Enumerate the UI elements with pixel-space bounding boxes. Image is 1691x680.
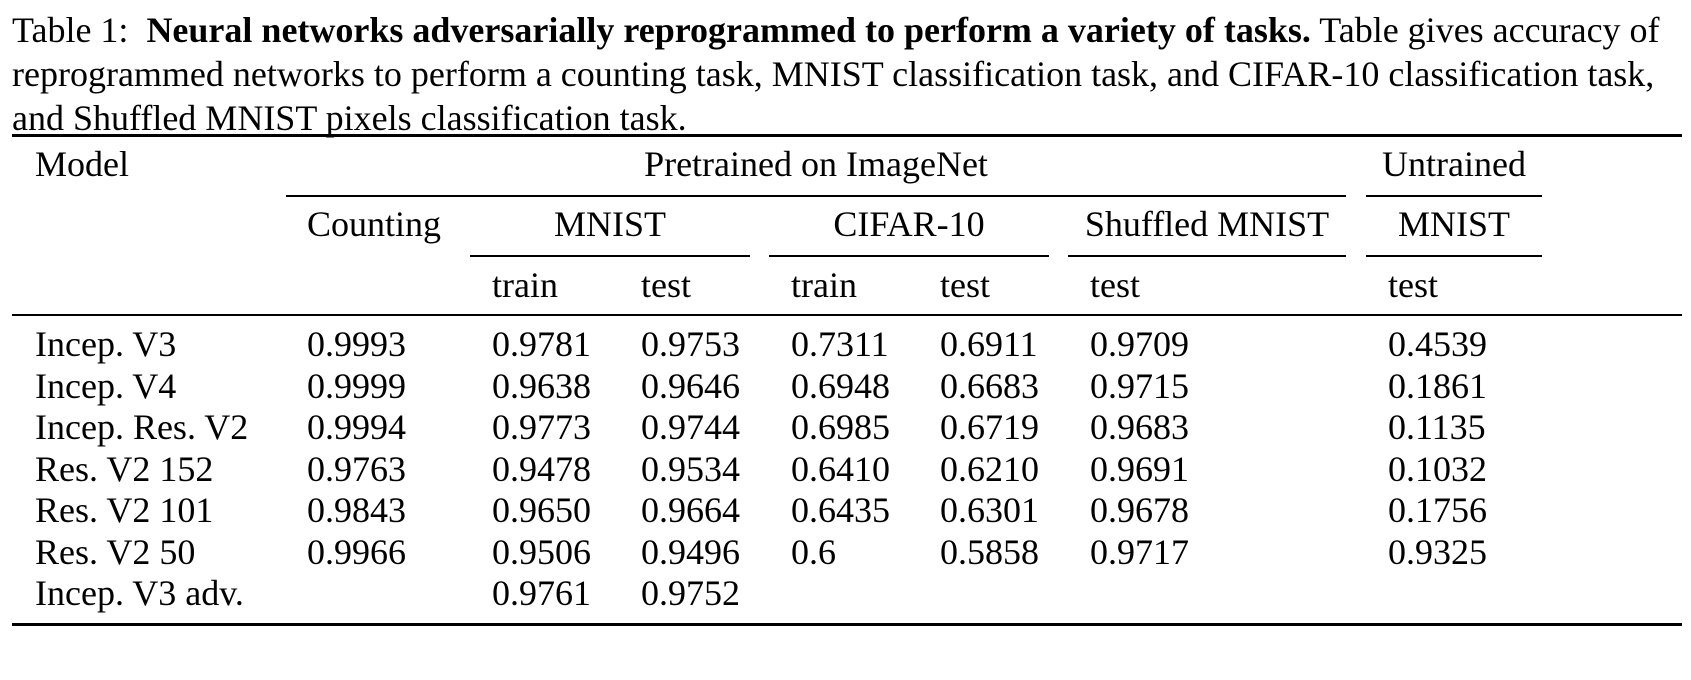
cell-cifar-test: 0.6911 <box>940 324 1038 364</box>
header-counting: Counting <box>307 204 442 244</box>
cell-untrained-test: 0.1756 <box>1388 490 1487 530</box>
cell-model: Incep. V3 <box>35 324 177 364</box>
cell-mnist-train: 0.9650 <box>492 490 591 530</box>
header-shuffled-test: test <box>1090 265 1140 305</box>
cell-mnist-test: 0.9646 <box>641 365 740 406</box>
cell-cifar-train: 0.6 <box>791 531 836 572</box>
cell-cifar-train: 0.6948 <box>791 365 890 406</box>
header-mnist: MNIST <box>553 204 666 244</box>
header-mnist-test: test <box>641 265 691 305</box>
header-cifar-train: train <box>791 265 857 305</box>
cell-mnist-train: 0.9638 <box>492 365 591 406</box>
header-untrained-mnist: MNIST <box>1397 204 1510 244</box>
cell-model: Res. V2 152 <box>35 448 214 489</box>
cell-model: Incep. V3 adv. <box>35 573 244 613</box>
cell-cifar-train: 0.6435 <box>791 490 890 530</box>
cell-shuffled-test: 0.9691 <box>1090 448 1189 489</box>
cell-untrained-test: 0.1861 <box>1388 365 1487 406</box>
cell-mnist-train: 0.9773 <box>492 407 591 447</box>
cifar-rule <box>769 255 1049 257</box>
cell-shuffled-test: 0.9683 <box>1090 407 1189 447</box>
mnist-rule <box>470 255 750 257</box>
header-cifar: CIFAR-10 <box>833 204 985 244</box>
cell-untrained-test: 0.1032 <box>1388 448 1487 489</box>
shuffled-rule <box>1068 255 1346 257</box>
header-untrained-test: test <box>1388 265 1438 305</box>
cell-cifar-train: 0.7311 <box>791 324 889 364</box>
cell-cifar-train: 0.6410 <box>791 448 890 489</box>
cell-model: Incep. V4 <box>35 365 177 406</box>
cell-mnist-train: 0.9761 <box>492 573 591 613</box>
cell-cifar-train: 0.6985 <box>791 407 890 447</box>
caption-label: Table 1: <box>12 10 129 50</box>
untrained-mnist-rule <box>1366 255 1542 257</box>
cell-counting: 0.9994 <box>307 407 406 447</box>
cell-mnist-test: 0.9752 <box>641 573 740 613</box>
cell-mnist-train: 0.9506 <box>492 531 591 572</box>
table-caption: Table 1: Neural networks adversarially r… <box>12 8 1682 140</box>
cell-untrained-test: 0.1135 <box>1388 407 1486 447</box>
cell-untrained-test: 0.9325 <box>1388 531 1487 572</box>
cell-cifar-test: 0.6301 <box>940 490 1039 530</box>
cell-mnist-test: 0.9744 <box>641 407 740 447</box>
cell-mnist-test: 0.9534 <box>641 448 740 489</box>
header-untrained: Untrained <box>1382 144 1526 184</box>
untrained-rule <box>1366 195 1542 197</box>
cell-mnist-test: 0.9496 <box>641 531 740 572</box>
caption-text: Table gives accuracy of reprogrammed net… <box>12 10 1660 138</box>
cell-counting: 0.9999 <box>307 365 406 406</box>
bottom-rule <box>12 623 1682 626</box>
cell-untrained-test: 0.4539 <box>1388 324 1487 364</box>
cell-counting: 0.9763 <box>307 448 406 489</box>
cell-counting: 0.9843 <box>307 490 406 530</box>
cell-cifar-test: 0.6683 <box>940 365 1039 406</box>
cell-mnist-test: 0.9753 <box>641 324 740 364</box>
header-pretrained: Pretrained on ImageNet <box>644 144 988 184</box>
top-rule <box>12 134 1682 137</box>
cell-shuffled-test: 0.9717 <box>1090 531 1189 572</box>
header-mnist-train: train <box>492 265 558 305</box>
pretrained-rule <box>286 195 1346 197</box>
cell-shuffled-test: 0.9678 <box>1090 490 1189 530</box>
header-model: Model <box>35 144 129 184</box>
cell-cifar-test: 0.6210 <box>940 448 1039 489</box>
cell-model: Incep. Res. V2 <box>35 407 249 447</box>
cell-counting: 0.9966 <box>307 531 406 572</box>
cell-model: Res. V2 101 <box>35 490 214 530</box>
cell-shuffled-test: 0.9709 <box>1090 324 1189 364</box>
cell-mnist-train: 0.9781 <box>492 324 591 364</box>
cell-cifar-test: 0.6719 <box>940 407 1039 447</box>
cell-cifar-test: 0.5858 <box>940 531 1039 572</box>
cell-mnist-test: 0.9664 <box>641 490 740 530</box>
header-cifar-test: test <box>940 265 990 305</box>
mid-rule <box>12 314 1682 316</box>
cell-model: Res. V2 50 <box>35 531 196 572</box>
caption-title: Neural networks adversarially reprogramm… <box>146 10 1311 50</box>
cell-shuffled-test: 0.9715 <box>1090 365 1189 406</box>
cell-counting: 0.9993 <box>307 324 406 364</box>
header-shuffled-mnist: Shuffled MNIST <box>1084 204 1330 244</box>
cell-mnist-train: 0.9478 <box>492 448 591 489</box>
